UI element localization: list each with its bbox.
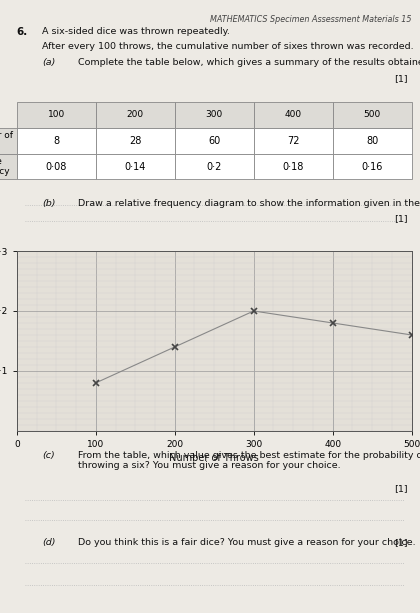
Text: After every 100 throws, the cumulative number of sixes thrown was recorded.: After every 100 throws, the cumulative n… [42,42,414,51]
Text: [1]: [1] [394,484,408,493]
Text: 6.: 6. [17,28,28,37]
Text: (a): (a) [42,58,56,67]
Text: A six-sided dice was thrown repeatedly.: A six-sided dice was thrown repeatedly. [42,28,230,36]
Text: [1]: [1] [394,214,408,223]
X-axis label: Number of Throws: Number of Throws [169,453,259,463]
Text: Draw a relative frequency diagram to show the information given in the table.: Draw a relative frequency diagram to sho… [78,199,420,208]
Text: Complete the table below, which gives a summary of the results obtained.: Complete the table below, which gives a … [78,58,420,67]
Text: (c): (c) [42,451,55,460]
Text: (b): (b) [42,199,56,208]
Text: [1]: [1] [394,538,408,547]
Text: Do you think this is a fair dice? You must give a reason for your choice.: Do you think this is a fair dice? You mu… [78,538,416,547]
Text: From the table, which value gives the best estimate for the probability of
throw: From the table, which value gives the be… [78,451,420,470]
Text: [1]: [1] [394,74,408,83]
Text: (d): (d) [42,538,56,547]
Text: MATHEMATICS Specimen Assessment Materials 15: MATHEMATICS Specimen Assessment Material… [210,15,412,25]
